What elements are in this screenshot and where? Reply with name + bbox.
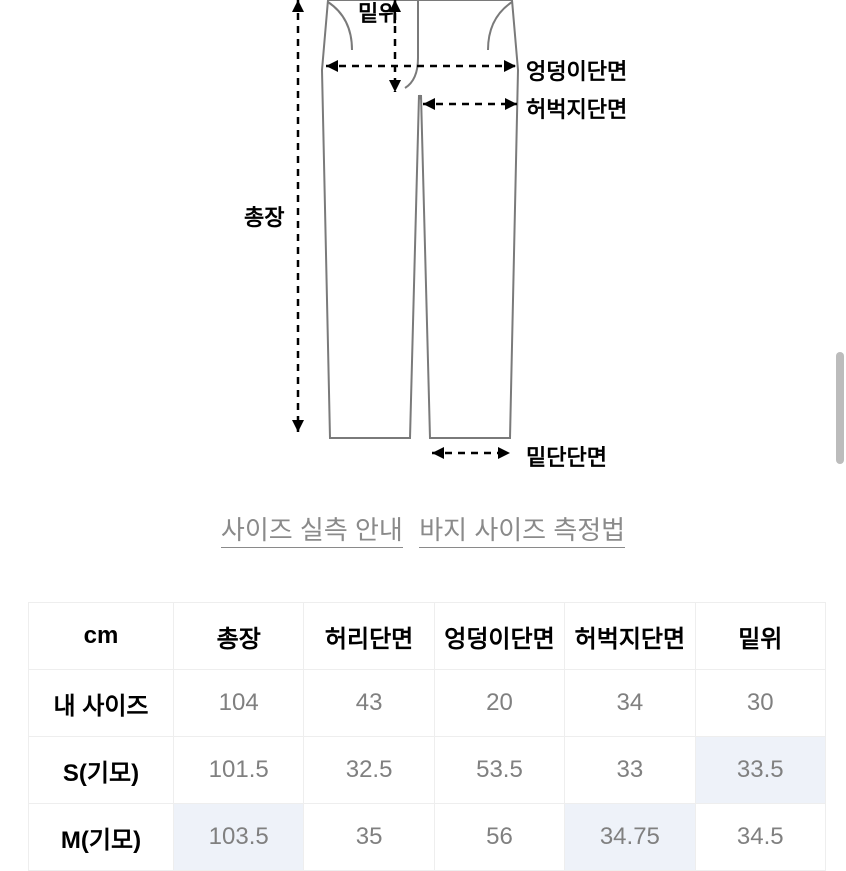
size-table: cm 총장 허리단면 엉덩이단면 허벅지단면 밑위 내 사이즈104432034…	[28, 602, 826, 871]
label-rise: 밑위	[358, 0, 398, 28]
label-length: 총장	[244, 200, 284, 232]
cell-value: 53.5	[434, 737, 564, 804]
table-row: 내 사이즈10443203430	[29, 670, 826, 737]
cell-value: 33	[565, 737, 695, 804]
col-unit: cm	[29, 603, 174, 670]
cell-value: 56	[434, 804, 564, 871]
table-row: S(기모)101.532.553.53333.5	[29, 737, 826, 804]
table-row: M(기모)103.5355634.7534.5	[29, 804, 826, 871]
scrollbar-thumb[interactable]	[836, 352, 844, 464]
col-rise: 밑위	[695, 603, 825, 670]
row-label: S(기모)	[29, 737, 174, 804]
size-table-wrap: cm 총장 허리단면 엉덩이단면 허벅지단면 밑위 내 사이즈104432034…	[0, 602, 846, 871]
cell-value: 35	[304, 804, 434, 871]
label-thigh: 허벅지단면	[526, 92, 627, 124]
cell-value: 43	[304, 670, 434, 737]
pants-svg	[0, 0, 846, 490]
col-length: 총장	[174, 603, 304, 670]
cell-value: 103.5	[174, 804, 304, 871]
label-hem: 밑단단면	[526, 440, 607, 472]
cell-value: 104	[174, 670, 304, 737]
cell-value: 34.75	[565, 804, 695, 871]
col-hip: 엉덩이단면	[434, 603, 564, 670]
table-header-row: cm 총장 허리단면 엉덩이단면 허벅지단면 밑위	[29, 603, 826, 670]
label-hip: 엉덩이단면	[526, 54, 627, 86]
pants-diagram: 밑위 엉덩이단면 허벅지단면 총장 밑단단면	[0, 0, 846, 490]
cell-value: 20	[434, 670, 564, 737]
row-label: M(기모)	[29, 804, 174, 871]
cell-value: 33.5	[695, 737, 825, 804]
col-thigh: 허벅지단면	[565, 603, 695, 670]
cell-value: 30	[695, 670, 825, 737]
link-size-guide[interactable]: 사이즈 실측 안내	[221, 515, 403, 548]
cell-value: 32.5	[304, 737, 434, 804]
cell-value: 34.5	[695, 804, 825, 871]
cell-value: 101.5	[174, 737, 304, 804]
links-row: 사이즈 실측 안내 바지 사이즈 측정법	[0, 510, 846, 547]
row-label: 내 사이즈	[29, 670, 174, 737]
link-howto-measure[interactable]: 바지 사이즈 측정법	[419, 515, 625, 548]
col-waist: 허리단면	[304, 603, 434, 670]
cell-value: 34	[565, 670, 695, 737]
